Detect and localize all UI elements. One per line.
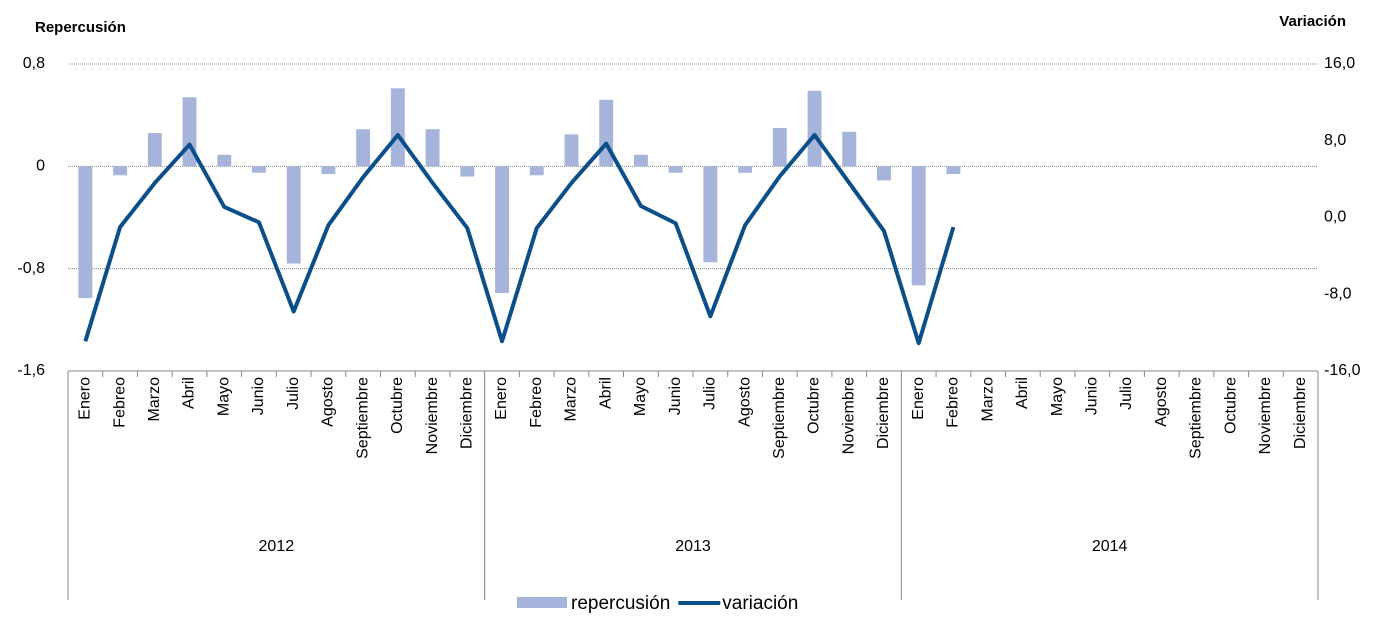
bar [286, 166, 301, 264]
y-tick-label: -1,6 [17, 362, 45, 379]
x-tick-label: Febreo [528, 377, 545, 428]
x-tick-label: Junio [667, 377, 684, 415]
bar [356, 129, 371, 167]
y2-tick-label: 16,0 [1324, 55, 1355, 72]
x-tick-label: Mayo [632, 377, 649, 416]
bar [321, 166, 336, 175]
x-tick-label: Enero [493, 377, 510, 420]
bar [807, 90, 822, 167]
x-tick-label: Julio [702, 377, 719, 410]
x-tick-label: Diciembre [1292, 377, 1309, 449]
year-label: 2014 [1092, 538, 1128, 555]
bar [113, 166, 128, 176]
bar [633, 154, 648, 167]
x-tick-label: Marzo [563, 377, 580, 422]
x-tick-label: Octubre [389, 377, 406, 434]
x-tick-label: Diciembre [459, 377, 476, 449]
x-tick-label: Enero [77, 377, 94, 420]
bar [738, 166, 753, 173]
year-label: 2013 [675, 538, 711, 555]
x-tick-label: Junio [250, 377, 267, 415]
x-tick-label: Septiembre [1188, 377, 1205, 459]
x-tick-label: Diciembre [875, 377, 892, 449]
x-tick-label: Mayo [215, 377, 232, 416]
x-tick-label: Enero [910, 377, 927, 420]
x-tick-label: Agosto [320, 377, 337, 427]
legend-swatch [517, 597, 567, 608]
bar [425, 129, 440, 167]
x-tick-label: Junio [1084, 377, 1101, 415]
x-tick-label: Octubre [1222, 377, 1239, 434]
bar [564, 134, 579, 167]
bar [877, 166, 891, 181]
bar [529, 166, 544, 176]
x-tick-label: Marzo [146, 377, 163, 422]
x-tick-label: Agosto [736, 377, 753, 427]
y-tick-label: -0,8 [17, 260, 45, 277]
x-tick-label: Julio [1118, 377, 1135, 410]
legend-label: repercusión [571, 593, 670, 614]
line [83, 132, 956, 346]
bar [78, 166, 93, 299]
x-tick-label: Marzo [979, 377, 996, 422]
x-tick-label: Noviembre [424, 377, 441, 454]
y2-tick-label: 0,0 [1324, 209, 1346, 226]
bar [668, 166, 683, 173]
x-tick-label: Septiembre [354, 377, 371, 459]
y-tick-label: 0,8 [23, 55, 45, 72]
bar [772, 127, 787, 167]
bar [460, 166, 475, 177]
y-axis-title: Repercusión [35, 19, 126, 36]
bar [842, 131, 857, 167]
bar [390, 88, 405, 167]
legend-label: variación [722, 593, 798, 614]
bar [495, 166, 509, 293]
y-tick-label: 0 [36, 158, 45, 175]
bar [147, 133, 162, 167]
bar [703, 166, 718, 263]
y2-tick-label: -16,0 [1324, 362, 1361, 379]
x-tick-label: Julio [285, 377, 302, 410]
x-tick-label: Septiembre [771, 377, 788, 459]
y2-tick-label: -8,0 [1324, 285, 1352, 302]
x-tick-label: Noviembre [840, 377, 857, 454]
x-tick-label: Abril [181, 377, 198, 409]
bar [252, 166, 266, 173]
bar [911, 166, 926, 286]
bar [217, 154, 232, 167]
x-tick-label: Febreo [945, 377, 962, 428]
x-tick-label: Mayo [1049, 377, 1066, 416]
x-tick-label: Febreo [111, 377, 128, 428]
x-tick-label: Noviembre [1257, 377, 1274, 454]
x-tick-label: Agosto [1153, 377, 1170, 427]
y2-tick-label: 8,0 [1324, 132, 1346, 149]
x-tick-label: Octubre [806, 377, 823, 434]
y2-axis-title: Variación [1279, 13, 1346, 30]
year-label: 2012 [259, 538, 295, 555]
x-tick-label: Abril [597, 377, 614, 409]
bar [946, 166, 961, 175]
x-tick-label: Abril [1014, 377, 1031, 409]
